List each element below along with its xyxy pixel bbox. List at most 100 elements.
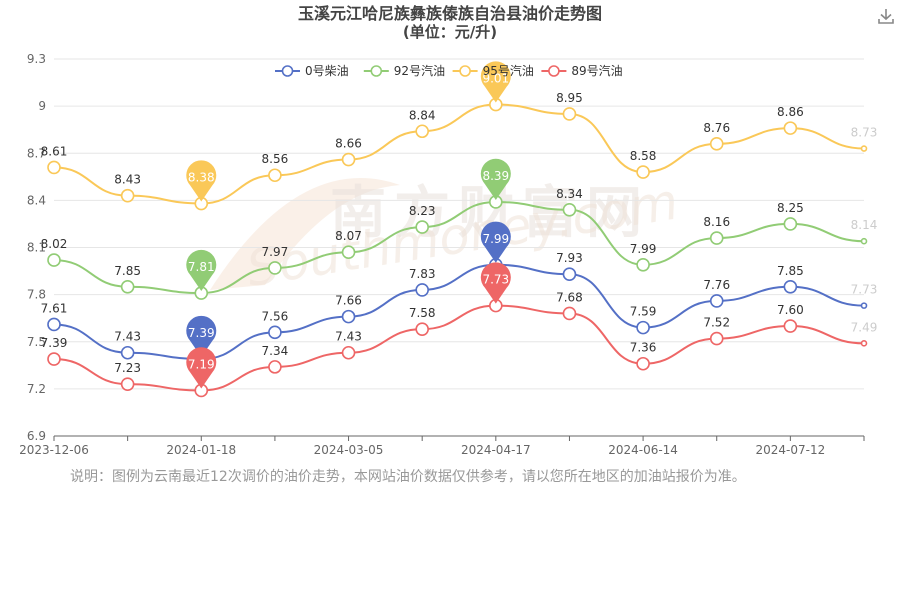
download-icon[interactable]	[876, 6, 896, 26]
pin-shape	[480, 61, 511, 103]
oil-price-line-chart: 南方财富网 Southmoney.com 6.9 7.2 7.5 7.8 8.1 8.4 8…	[19, 52, 878, 457]
legend-label: 95号汽油	[483, 63, 534, 78]
data-label: 8.14	[851, 218, 878, 232]
data-point	[47, 317, 61, 332]
chart-note: 说明：图例为云南最近12次调价的油价走势，本网站油价数据仅供参考，请以您所在地区…	[70, 469, 746, 485]
data-label: 7.73	[851, 283, 878, 297]
x-tick-label: 2024-04-17	[461, 443, 531, 457]
x-tick-label: 2023-12-06	[19, 443, 89, 457]
data-label: 7.34	[262, 344, 289, 358]
data-point	[562, 107, 577, 121]
data-point	[709, 137, 724, 151]
data-point	[268, 325, 282, 340]
pin-marker: 8.39	[480, 158, 511, 200]
legend-symbol	[459, 65, 471, 77]
pin-label: 7.19	[188, 357, 215, 371]
legend-label: 92号汽油	[394, 63, 445, 78]
legend-item[interactable]: 89号汽油	[541, 63, 623, 78]
data-point	[636, 356, 650, 371]
data-point	[860, 145, 868, 152]
data-label: 7.97	[262, 245, 289, 259]
y-tick-label: 9	[38, 99, 46, 113]
data-point	[636, 257, 650, 272]
data-point	[120, 279, 135, 294]
data-label: 8.66	[335, 137, 362, 151]
data-point	[47, 352, 61, 366]
pin-shape	[186, 315, 217, 358]
data-label: 8.25	[777, 201, 804, 215]
data-label: 7.66	[335, 294, 362, 308]
x-tick-label: 2024-03-05	[314, 443, 384, 457]
pin-label: 8.38	[188, 171, 215, 185]
data-label: 8.23	[409, 204, 436, 218]
data-point	[783, 121, 798, 135]
data-point	[341, 345, 356, 360]
data-label: 7.85	[777, 264, 804, 278]
pin-shape	[480, 262, 511, 304]
data-label: 8.43	[114, 173, 141, 187]
pin-label: 7.99	[482, 232, 509, 246]
data-point	[341, 245, 356, 260]
legend-item[interactable]: 95号汽油	[452, 63, 534, 78]
data-point	[860, 302, 868, 309]
data-point	[562, 203, 577, 217]
pin-label: 7.81	[188, 260, 215, 274]
data-point	[783, 279, 798, 294]
data-point	[415, 283, 429, 297]
data-label: 7.61	[41, 301, 68, 315]
data-point	[268, 261, 282, 275]
pin-marker: 7.81	[186, 249, 217, 292]
data-label: 7.49	[851, 320, 878, 334]
data-label: 7.52	[703, 316, 730, 330]
pin-marker: 8.38	[186, 160, 217, 202]
data-point	[709, 294, 724, 308]
data-point	[783, 217, 798, 231]
legend-symbol	[548, 65, 560, 77]
data-label: 8.16	[703, 215, 730, 229]
data-point	[341, 152, 356, 167]
chart-title: 玉溪元江哈尼族彝族傣族自治县油价走势图	[297, 4, 602, 23]
y-tick-label: 7.5	[27, 335, 46, 349]
data-point	[120, 188, 135, 203]
y-tick-label: 8.1	[27, 241, 46, 255]
data-label: 7.43	[335, 330, 362, 344]
data-label: 7.36	[630, 341, 657, 355]
data-point	[783, 319, 798, 333]
pin-shape	[480, 221, 511, 263]
chart-subtitle: (单位：元/升)	[402, 23, 498, 41]
legend-symbol	[281, 65, 294, 77]
data-label: 7.85	[114, 264, 141, 278]
watermark-swoosh	[210, 178, 400, 290]
data-point	[120, 377, 135, 391]
data-label: 8.73	[851, 126, 878, 140]
data-label: 8.02	[41, 237, 68, 251]
pin-label: 7.39	[188, 326, 215, 340]
data-label: 7.58	[409, 306, 436, 320]
data-label: 8.58	[630, 149, 657, 163]
x-tick-label: 2024-07-12	[755, 443, 825, 457]
data-label: 7.43	[114, 330, 141, 344]
data-point	[415, 322, 429, 336]
data-point	[636, 165, 650, 179]
legend-item[interactable]: 0号柴油	[275, 64, 349, 78]
x-tick-label: 2024-06-14	[608, 443, 678, 457]
pin-shape	[186, 347, 217, 389]
pin-shape	[186, 160, 217, 202]
legend-item[interactable]: 92号汽油	[363, 63, 445, 78]
data-point	[415, 124, 429, 139]
data-label: 8.61	[41, 144, 68, 158]
data-point	[636, 320, 650, 335]
data-label: 8.34	[556, 187, 583, 201]
data-point	[415, 220, 429, 234]
y-tick-label: 6.9	[27, 429, 46, 443]
data-label: 8.86	[777, 105, 804, 119]
pin-marker: 7.39	[186, 315, 217, 358]
y-tick-label: 7.2	[27, 382, 46, 396]
y-tick-label: 8.4	[27, 193, 46, 207]
data-label: 7.56	[262, 309, 289, 323]
pin-marker: 9.01	[480, 61, 511, 103]
pin-marker: 7.99	[480, 221, 511, 263]
pin-label: 8.39	[482, 169, 509, 183]
data-point	[562, 267, 577, 282]
data-point	[562, 306, 577, 321]
